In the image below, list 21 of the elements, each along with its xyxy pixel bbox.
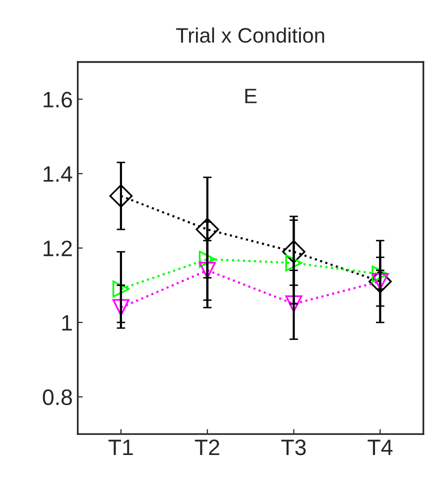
point xyxy=(285,254,302,272)
point xyxy=(285,295,302,312)
y-tick-label: 0.8 xyxy=(42,389,72,406)
y-tick-label: 1.2 xyxy=(44,240,72,256)
x-tick-label: T3 xyxy=(281,440,306,456)
x-tick-label: T4 xyxy=(368,440,392,456)
point xyxy=(282,240,306,264)
y-tick-label: 1 xyxy=(62,315,72,331)
chart-title: Trial x Condition xyxy=(176,27,324,43)
point xyxy=(109,184,133,208)
point xyxy=(196,218,219,242)
x-tick-label: T2 xyxy=(194,440,220,456)
y-tick-label: 1.4 xyxy=(44,166,72,182)
annotation: E xyxy=(245,88,257,104)
point xyxy=(368,270,392,294)
point xyxy=(112,299,130,316)
x-tick-label: T1 xyxy=(108,440,133,456)
point xyxy=(112,280,130,298)
point xyxy=(198,250,216,268)
y-tick-label: 1.6 xyxy=(44,92,72,108)
point xyxy=(198,262,216,279)
